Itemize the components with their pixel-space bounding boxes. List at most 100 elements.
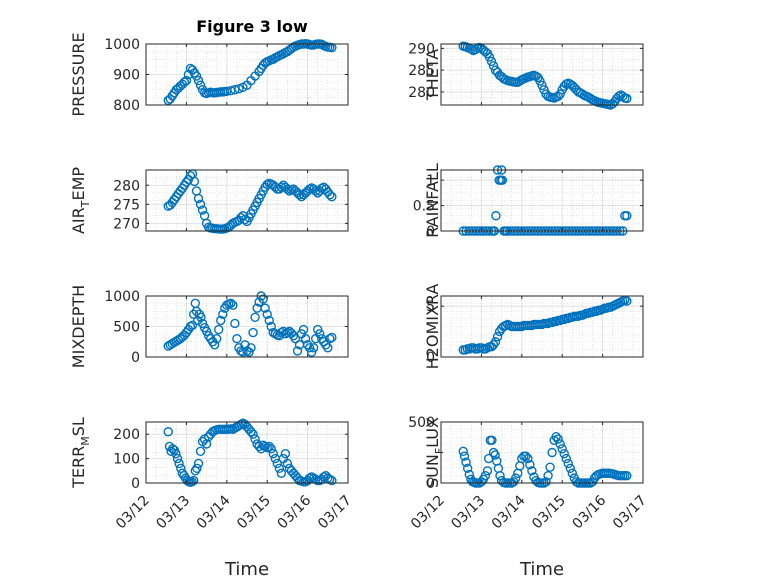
data-point <box>272 458 282 469</box>
data-point <box>557 444 567 454</box>
data-point <box>248 327 258 338</box>
data-point <box>218 309 228 319</box>
x-axis-label: Time <box>519 559 564 580</box>
subplot-sun-flux: 0 500 03/12 03/13 03/14 03/15 03/16 03/17 Time SU… <box>408 415 650 580</box>
data-point <box>195 446 206 456</box>
data-point <box>226 298 236 309</box>
data-point <box>565 463 575 474</box>
y-tick-label: 500 <box>113 320 140 336</box>
data-point <box>171 449 181 459</box>
y-axis-label: MIXDEPTH <box>69 285 88 368</box>
x-tick-label: 03/12 <box>113 493 153 533</box>
data-point <box>191 306 202 316</box>
data-point <box>197 205 208 215</box>
data-point <box>491 211 501 221</box>
data-point <box>298 324 309 335</box>
data-point <box>622 296 632 306</box>
x-tick-label: 03/15 <box>529 493 569 533</box>
data-point <box>214 324 224 335</box>
data-point <box>459 451 470 461</box>
y-tick-label: 280 <box>408 85 435 101</box>
data-point <box>488 61 499 71</box>
x-tick-label: 03/12 <box>408 493 448 533</box>
data-point <box>193 75 204 86</box>
y-tick-label: 275 <box>113 197 140 213</box>
axes-box <box>440 169 644 232</box>
data-point <box>319 472 329 482</box>
x-axis-label: Time <box>224 559 269 580</box>
data-point <box>236 419 246 430</box>
x-tick-label: 03/17 <box>315 493 355 533</box>
data-point <box>258 294 268 304</box>
data-point <box>461 457 471 467</box>
data-point <box>484 52 495 62</box>
data-point <box>201 326 212 337</box>
data-point <box>622 470 632 481</box>
data-point <box>315 329 325 339</box>
data-point <box>280 449 291 459</box>
data-point <box>163 427 173 437</box>
data-point <box>192 463 202 474</box>
data-point <box>541 477 551 487</box>
y-tick-label: 270 <box>113 216 140 232</box>
x-tick-label: 03/13 <box>153 493 193 533</box>
data-point <box>525 460 535 470</box>
data-point <box>197 318 208 329</box>
data-point <box>244 347 254 357</box>
data-point <box>268 449 278 459</box>
data-point <box>308 343 319 353</box>
data-point <box>264 315 274 326</box>
axes-box <box>145 421 349 484</box>
data-point <box>488 447 499 458</box>
data-point <box>551 431 561 442</box>
y-axis-label-subscript: F <box>433 448 446 454</box>
data-point <box>535 76 545 86</box>
data-point <box>187 477 197 487</box>
data-point <box>304 343 315 353</box>
x-tick-label: 03/16 <box>275 492 315 532</box>
data-point <box>174 458 184 469</box>
y-tick-label: 0 <box>426 350 435 366</box>
data-point <box>527 466 537 476</box>
data-point <box>547 447 557 458</box>
y-axis-label: RAINFALL <box>423 163 442 238</box>
data-point <box>537 80 547 91</box>
data-point <box>266 444 276 454</box>
data-point <box>325 334 335 344</box>
data-point <box>559 449 569 459</box>
data-point <box>246 427 256 437</box>
data-point <box>216 315 226 326</box>
data-point <box>195 199 206 210</box>
data-point <box>260 303 270 313</box>
subplot-terr-msl: 0 100 200 03/12 03/13 03/14 03/15 03/16 03/17 Tim… <box>69 417 355 580</box>
data-point <box>553 434 563 444</box>
data-point <box>306 347 317 357</box>
data-point <box>555 439 565 449</box>
data-point <box>230 318 240 329</box>
data-point <box>622 93 632 104</box>
y-axis-label: THETA <box>423 49 442 101</box>
y-axis-label-rest: LUX <box>423 417 442 448</box>
data-point <box>209 340 220 350</box>
data-point <box>266 321 276 332</box>
data-point <box>262 309 272 319</box>
x-tick-label: 03/17 <box>610 493 650 533</box>
data-point <box>492 331 503 342</box>
data-point <box>545 462 555 472</box>
y-tick-label: 0 <box>426 224 435 240</box>
y-axis-label-rest: SL <box>69 417 88 436</box>
axes-box <box>145 169 349 232</box>
data-point <box>179 77 190 87</box>
data-point <box>323 343 333 353</box>
y-axis-label-subscript: T <box>79 200 92 208</box>
x-tick-label: 03/13 <box>448 493 488 533</box>
y-axis-label-main: SUN <box>423 454 442 488</box>
data-point <box>193 193 204 204</box>
data-point <box>232 334 242 344</box>
data-point <box>480 470 491 481</box>
axes-box <box>440 421 644 484</box>
y-tick-label: 285 <box>408 63 435 79</box>
y-tick-label: 0 <box>426 476 435 492</box>
